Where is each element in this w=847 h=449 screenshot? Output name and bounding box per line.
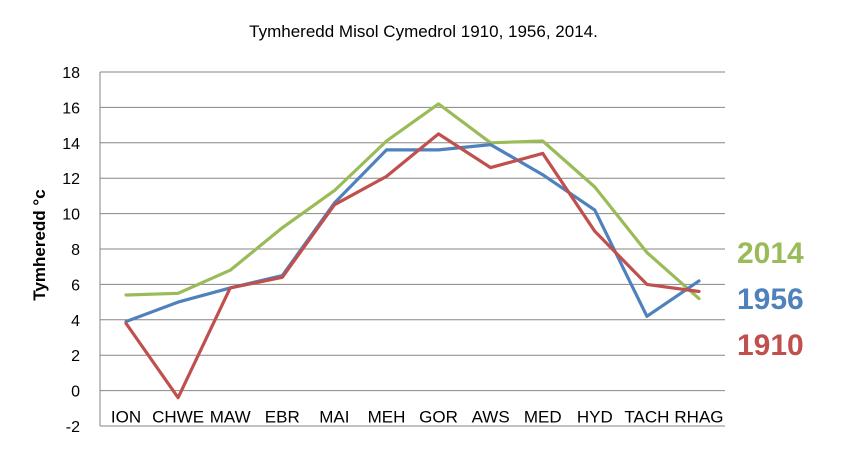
y-tick-label: 8 — [71, 242, 80, 259]
legend-1910: 1910 — [737, 329, 804, 362]
x-tick-label: MEH — [368, 408, 406, 427]
series-line-1956 — [124, 143, 701, 324]
x-tick-label: AWS — [472, 408, 510, 427]
y-tick-label: -2 — [66, 419, 80, 436]
x-tick-label: MED — [524, 408, 562, 427]
x-tick-label: MAI — [319, 408, 349, 427]
y-tick-label: 4 — [71, 313, 80, 330]
x-tick-label: EBR — [265, 408, 300, 427]
x-tick-label: HYD — [577, 408, 613, 427]
legend-1956: 1956 — [737, 283, 804, 316]
y-tick-label: 0 — [71, 384, 80, 401]
y-tick-label: 2 — [71, 348, 80, 365]
y-tick-label: 6 — [71, 277, 80, 294]
chart-title: Tymheredd Misol Cymedrol 1910, 1956, 201… — [249, 22, 598, 41]
series-line-2014 — [124, 102, 701, 301]
y-tick-label: 16 — [62, 100, 80, 117]
x-tick-label: GOR — [419, 408, 458, 427]
y-tick-label: 12 — [62, 171, 80, 188]
series-line-1910 — [124, 132, 701, 400]
y-tick-label: 10 — [62, 207, 80, 224]
x-tick-label: TACH — [624, 408, 669, 427]
x-tick-label: CHWE — [152, 408, 204, 427]
x-tick-label: RHAG — [674, 408, 723, 427]
y-tick-label: 14 — [62, 136, 80, 153]
x-tick-label: MAW — [210, 408, 251, 427]
y-tick-label: 18 — [62, 65, 80, 82]
legend-2014: 2014 — [737, 237, 804, 270]
x-tick-label: ION — [111, 408, 141, 427]
